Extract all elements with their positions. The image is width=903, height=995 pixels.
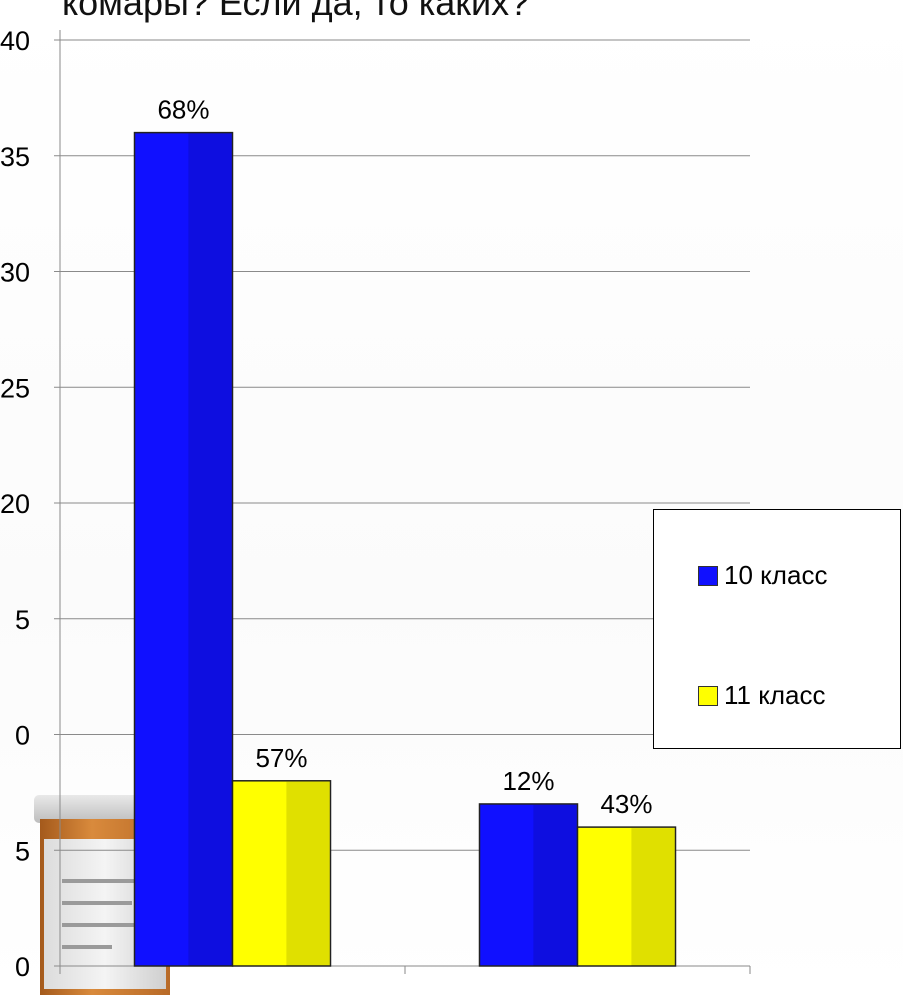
bar-shading — [631, 828, 675, 966]
chart-title: комары? Если да, то каких? — [62, 0, 530, 23]
y-tick-label: 35 — [0, 142, 30, 172]
legend-label: 10 класс — [724, 560, 828, 590]
y-tick-label: 5 — [15, 605, 30, 635]
y-tick-label: 25 — [0, 373, 30, 403]
legend-item-11-klass: 11 класс — [698, 680, 826, 711]
data-label: 68% — [157, 95, 209, 125]
y-tick-label: 0 — [15, 952, 30, 982]
data-label: 43% — [600, 789, 652, 819]
legend: 10 класс 11 класс — [653, 509, 901, 749]
legend-swatch-yellow — [698, 685, 718, 706]
legend-label: 11 класс — [724, 680, 826, 710]
bar-shading — [286, 781, 330, 966]
data-label: 57% — [255, 743, 307, 773]
bar-series-2 — [231, 780, 332, 967]
legend-swatch-blue — [698, 565, 718, 586]
legend-item-10-klass: 10 класс — [698, 560, 827, 591]
y-tick-label: 5 — [15, 836, 30, 866]
bar-shading — [188, 133, 232, 967]
y-tick-label: 20 — [0, 489, 30, 519]
data-label: 12% — [502, 766, 554, 796]
bar-series-1 — [478, 803, 579, 967]
bar-shading — [533, 804, 577, 966]
bar-series-2 — [576, 826, 677, 967]
y-tick-label: 40 — [0, 26, 30, 56]
y-tick-label: 30 — [0, 258, 30, 288]
y-tick-label: 0 — [15, 721, 30, 751]
bar-series-1 — [133, 131, 234, 967]
